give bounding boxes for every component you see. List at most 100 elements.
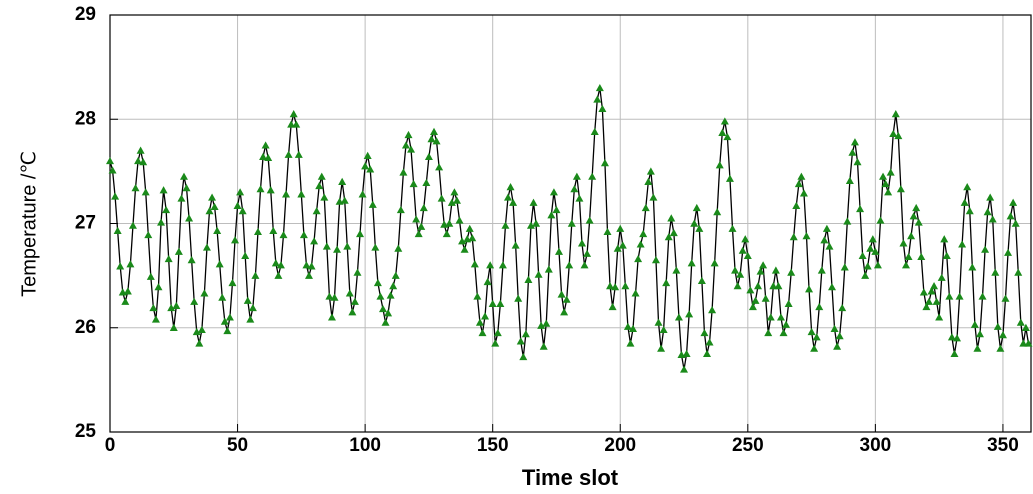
marker — [430, 127, 439, 135]
marker — [279, 230, 288, 239]
marker — [930, 282, 939, 290]
marker — [858, 251, 867, 260]
marker — [503, 193, 512, 201]
marker — [458, 237, 467, 245]
y-tick-label: 27 — [75, 213, 96, 234]
marker — [993, 322, 1002, 330]
marker — [935, 313, 944, 321]
marker — [577, 239, 586, 247]
marker — [299, 230, 308, 239]
x-tick-label: 250 — [732, 435, 764, 456]
marker — [955, 292, 964, 300]
marker — [121, 297, 130, 305]
marker — [835, 332, 844, 340]
marker — [651, 255, 660, 264]
marker — [154, 283, 163, 291]
marker — [322, 242, 331, 250]
marker — [886, 168, 895, 176]
marker — [953, 334, 962, 342]
marker — [435, 163, 444, 171]
marker — [483, 277, 492, 286]
marker — [697, 276, 706, 285]
marker — [366, 165, 375, 173]
marker — [1006, 212, 1015, 220]
marker — [807, 327, 816, 336]
marker — [182, 184, 191, 192]
marker — [111, 192, 120, 200]
marker — [639, 229, 648, 238]
marker — [223, 326, 232, 335]
marker — [636, 240, 645, 248]
marker — [1009, 198, 1018, 206]
marker — [848, 148, 857, 156]
marker — [733, 282, 742, 290]
marker — [720, 117, 729, 125]
marker — [266, 186, 275, 194]
marker — [310, 237, 319, 245]
marker — [363, 151, 372, 159]
marker — [524, 275, 533, 283]
marker — [343, 242, 352, 250]
marker — [555, 247, 564, 255]
marker — [981, 245, 990, 253]
marker — [919, 288, 928, 296]
marker — [123, 287, 132, 295]
marker — [914, 218, 923, 226]
marker — [231, 236, 240, 244]
marker — [432, 137, 441, 145]
marker — [876, 216, 885, 224]
marker — [241, 251, 250, 260]
marker — [450, 188, 459, 196]
marker — [358, 190, 367, 198]
marker — [608, 302, 617, 311]
marker — [613, 244, 622, 252]
marker — [412, 215, 421, 223]
marker — [256, 185, 265, 193]
marker — [899, 239, 908, 247]
marker — [539, 342, 548, 350]
marker — [251, 271, 260, 279]
marker — [185, 214, 194, 222]
marker — [116, 262, 125, 270]
marker — [782, 320, 791, 328]
marker — [603, 227, 612, 236]
marker — [871, 247, 880, 255]
marker — [1019, 339, 1028, 347]
marker — [108, 166, 117, 174]
marker — [169, 323, 178, 331]
marker — [708, 306, 717, 314]
marker — [963, 183, 972, 191]
marker — [672, 266, 681, 274]
marker — [292, 120, 301, 128]
marker — [348, 308, 357, 316]
marker — [338, 177, 347, 185]
marker — [970, 320, 979, 328]
marker — [470, 260, 479, 268]
marker — [404, 130, 413, 139]
marker — [373, 278, 382, 287]
marker — [529, 198, 538, 206]
x-tick-label: 350 — [987, 435, 1019, 456]
marker — [159, 186, 168, 194]
marker — [731, 266, 740, 274]
marker — [973, 344, 982, 352]
marker — [238, 206, 247, 215]
marker — [276, 261, 285, 269]
marker — [202, 243, 211, 251]
marker — [419, 203, 428, 212]
marker — [779, 328, 788, 337]
marker — [424, 152, 433, 160]
marker — [164, 254, 173, 263]
marker — [942, 251, 951, 260]
marker — [812, 333, 821, 341]
marker — [904, 252, 913, 261]
x-tick-label: 0 — [105, 435, 116, 456]
marker — [947, 333, 956, 341]
marker — [1024, 339, 1033, 347]
marker — [958, 240, 967, 248]
marker — [208, 193, 217, 201]
marker — [401, 141, 410, 149]
marker — [891, 110, 900, 118]
marker — [106, 156, 114, 165]
